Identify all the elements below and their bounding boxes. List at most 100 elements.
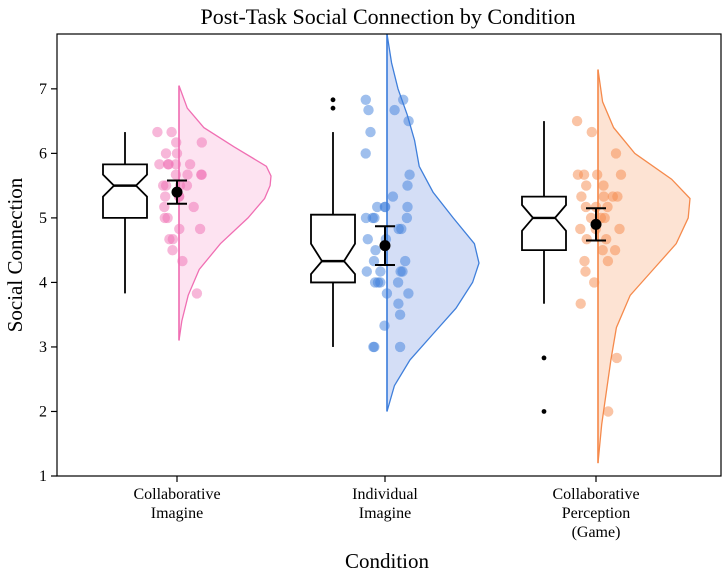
data-point — [170, 159, 182, 170]
data-point — [177, 255, 188, 267]
data-point — [372, 277, 384, 288]
data-point — [160, 148, 172, 159]
density-cloud — [178, 85, 272, 341]
data-point — [398, 94, 409, 106]
x-tick-label: Individual — [352, 486, 418, 503]
data-point — [400, 255, 411, 267]
data-point — [159, 201, 170, 213]
data-point — [164, 234, 175, 245]
data-point — [194, 223, 206, 235]
mean-point — [590, 218, 602, 230]
data-point — [184, 159, 196, 170]
data-point — [603, 406, 614, 417]
data-point — [404, 169, 415, 180]
box-outlier — [330, 105, 336, 111]
data-point — [361, 266, 372, 277]
box-outlier — [541, 409, 547, 414]
data-point — [592, 169, 603, 180]
data-point — [369, 341, 380, 353]
mean-point — [171, 186, 183, 198]
y-tick-label: 2 — [39, 403, 47, 420]
data-point — [360, 148, 371, 159]
data-point — [615, 169, 627, 180]
data-point — [370, 245, 381, 256]
data-point — [403, 288, 414, 299]
data-point — [575, 298, 586, 309]
data-point — [393, 298, 404, 309]
x-tick-label: (Game) — [572, 524, 621, 541]
data-point — [602, 255, 614, 267]
x-tick-label: Collaborative — [552, 486, 639, 503]
condition-group: Individual Imagine — [310, 33, 480, 522]
data-point — [597, 245, 608, 256]
data-point — [602, 201, 613, 213]
data-point — [394, 341, 406, 353]
data-point — [365, 126, 376, 138]
data-point — [154, 159, 165, 170]
condition-group: Collaborative Perception (Game) — [521, 69, 691, 541]
data-point — [598, 180, 609, 191]
mean-point — [379, 240, 391, 252]
y-axis-label: Social Connection — [3, 177, 27, 332]
data-point — [392, 277, 404, 288]
data-point — [589, 277, 600, 288]
data-point — [381, 288, 393, 299]
x-tick-label: Imagine — [151, 505, 203, 522]
data-point — [586, 126, 597, 138]
x-tick-label: Collaborative — [133, 486, 220, 503]
data-point — [196, 137, 207, 148]
data-point — [162, 212, 173, 224]
data-point — [394, 309, 406, 320]
box-body — [310, 213, 356, 284]
data-point — [171, 137, 182, 148]
data-point — [571, 115, 583, 127]
data-point — [402, 180, 413, 191]
data-point — [576, 191, 587, 202]
data-point — [601, 234, 612, 245]
data-point — [609, 245, 621, 256]
data-point — [611, 352, 622, 364]
data-point — [152, 126, 163, 138]
box-body — [521, 195, 567, 252]
data-point — [612, 191, 623, 202]
data-point — [579, 255, 590, 267]
data-point — [575, 223, 586, 235]
data-point — [375, 266, 386, 277]
data-point — [368, 255, 380, 267]
data-point — [196, 169, 207, 180]
box-outlier — [330, 97, 336, 103]
data-point — [362, 234, 373, 245]
data-point — [402, 201, 413, 213]
data-point — [191, 288, 203, 299]
data-point — [403, 115, 414, 127]
x-axis-label: Condition — [345, 549, 430, 571]
y-tick-label: 4 — [39, 274, 47, 291]
y-tick-label: 7 — [39, 81, 47, 98]
x-tick-label: Imagine — [359, 505, 411, 522]
data-point — [581, 180, 592, 191]
plot-frame — [56, 33, 722, 477]
data-point — [174, 223, 185, 235]
data-point — [363, 104, 374, 116]
density-cloud — [597, 69, 691, 464]
y-tick-label: 3 — [39, 339, 47, 356]
data-point — [372, 201, 383, 213]
data-point — [395, 266, 406, 277]
data-point — [160, 191, 171, 202]
y-tick-label: 5 — [39, 210, 47, 227]
data-point — [614, 223, 625, 235]
data-point — [360, 212, 372, 224]
data-point — [162, 159, 174, 170]
data-point — [590, 201, 602, 213]
y-tick-label: 6 — [39, 145, 47, 162]
data-point — [182, 169, 193, 180]
data-point — [360, 94, 371, 106]
data-point — [396, 223, 407, 235]
data-point — [581, 234, 592, 245]
x-tick-label: Perception — [562, 505, 630, 522]
data-point — [171, 148, 183, 159]
data-point — [572, 169, 584, 180]
chart-title: Post-Task Social Connection by Condition — [201, 4, 576, 29]
data-point — [380, 201, 391, 213]
